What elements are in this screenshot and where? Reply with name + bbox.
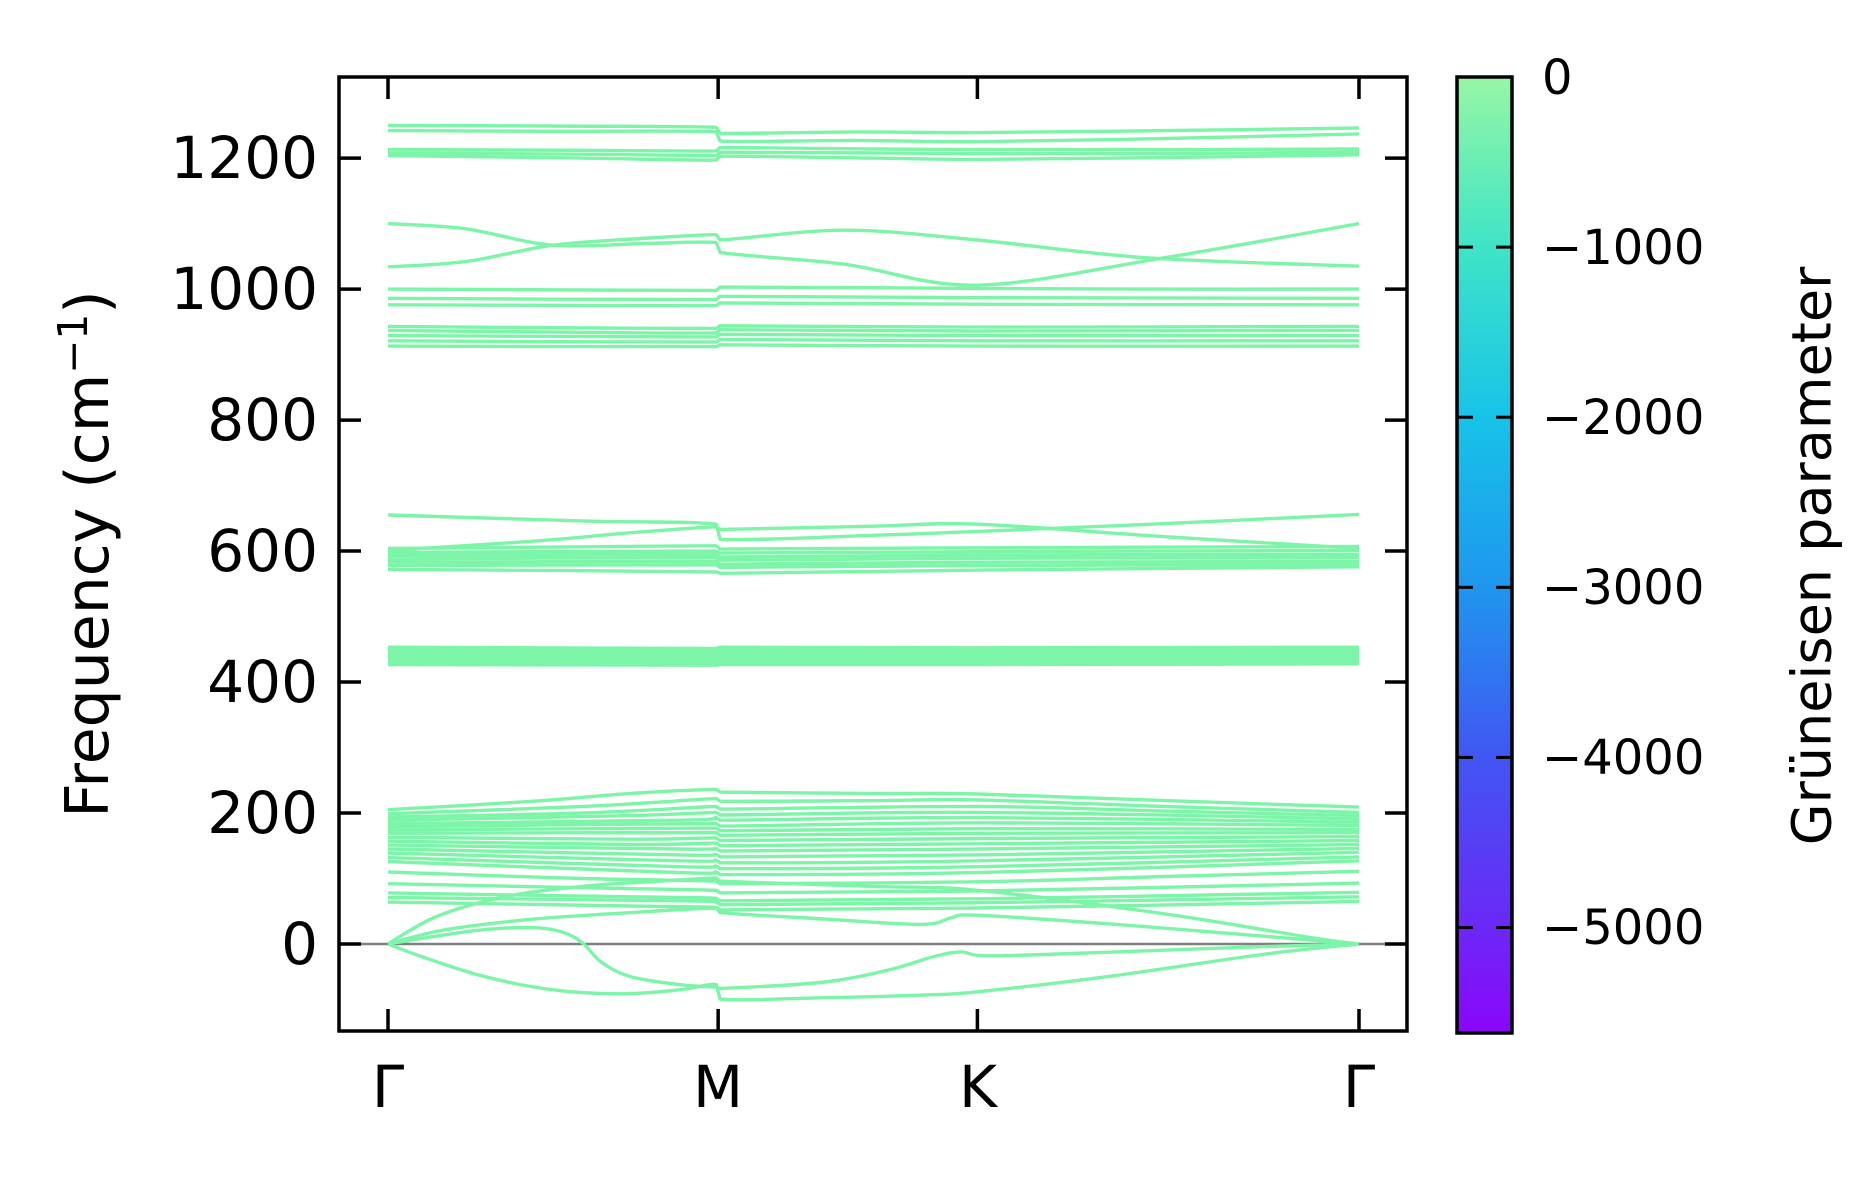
phonon-band-line xyxy=(387,787,1360,812)
y-tick-label: 0 xyxy=(281,910,318,978)
phonon-band-line xyxy=(387,645,1360,652)
phonon-band-line xyxy=(387,826,1360,833)
phonon-band-line xyxy=(387,123,1360,136)
phonon-band-line xyxy=(387,128,1360,144)
colorbar-tick-label: −3000 xyxy=(1542,560,1705,616)
x-tick-label-m: M xyxy=(692,1053,744,1121)
phonon-band-line xyxy=(387,830,1360,838)
phonon-band-line xyxy=(387,337,1360,344)
phonon-band-line xyxy=(387,327,1360,335)
phonon-band-line xyxy=(387,942,1360,1002)
y-tick-label: 400 xyxy=(207,648,318,716)
phonon-band-line xyxy=(387,544,1360,551)
phonon-band-line xyxy=(387,810,1360,822)
colorbar-ticks xyxy=(1457,75,1512,930)
phonon-band-line xyxy=(387,842,1360,853)
y-tick-label: 1200 xyxy=(170,124,318,192)
phonon-band-line xyxy=(387,899,1360,912)
phonon-band-line xyxy=(387,821,1360,829)
phonon-band-line xyxy=(387,846,1360,859)
phonon-bands xyxy=(387,123,1360,1002)
phonon-band-line xyxy=(387,228,1360,269)
phonon-band-line xyxy=(387,653,1360,660)
colorbar-tick-label: −2000 xyxy=(1542,390,1705,446)
phonon-band-line xyxy=(387,859,1360,877)
axis-ticks xyxy=(339,77,1407,1031)
phonon-band-line xyxy=(387,150,1360,158)
colorbar-tick-label: −5000 xyxy=(1542,900,1705,956)
phonon-band-line xyxy=(387,834,1360,843)
phonon-band-line xyxy=(387,855,1360,871)
phonon-band-line xyxy=(387,285,1360,293)
phonon-band-line xyxy=(387,559,1360,566)
colorbar-tick-label: 0 xyxy=(1542,50,1573,106)
colorbar-gradient xyxy=(1457,77,1512,1033)
phonon-band-line xyxy=(387,512,1360,542)
phonon-band-line xyxy=(387,324,1360,331)
phonon-band-line xyxy=(387,563,1360,570)
phonon-band-line xyxy=(387,869,1360,886)
phonon-band-line xyxy=(387,552,1360,559)
phonon-band-line xyxy=(387,895,1360,907)
phonon-band-line xyxy=(387,555,1360,562)
colorbar-tick-label: −1000 xyxy=(1542,220,1705,276)
phonon-band-line xyxy=(387,657,1360,664)
x-tick-label-gamma-right: Γ xyxy=(1342,1053,1376,1121)
y-tick-label: 1000 xyxy=(170,255,318,323)
phonon-band-line xyxy=(387,548,1360,555)
phonon-band-line xyxy=(387,521,1360,553)
colorbar-outline xyxy=(1455,75,1514,1035)
y-tick-label: 800 xyxy=(207,386,318,454)
phonon-band-line xyxy=(387,565,1360,575)
phonon-band-line xyxy=(387,876,1360,946)
phonon-band-line xyxy=(387,221,1360,287)
phonon-band-line xyxy=(387,153,1360,162)
y-axis-label-text: Frequency (cm xyxy=(53,373,123,818)
phonon-band-line xyxy=(387,804,1360,819)
phonon-band-line xyxy=(387,906,1360,946)
phonon-band-line xyxy=(387,294,1360,302)
phonon-band-line xyxy=(387,838,1360,848)
phonon-band-line xyxy=(387,660,1360,667)
y-tick-label: 200 xyxy=(207,779,318,847)
phonon-band-line xyxy=(387,301,1360,308)
phonon-band-line xyxy=(387,343,1360,349)
phonon-band-line xyxy=(387,850,1360,865)
axes-frame xyxy=(337,75,1409,1033)
colorbar-axis-label: Grüneisen parameter xyxy=(1780,266,1844,846)
y-axis-label: Frequency (cm−1) xyxy=(49,290,123,817)
phonon-band-line xyxy=(387,332,1360,339)
colorbar-tick-label: −4000 xyxy=(1542,730,1705,786)
phonon-band-line xyxy=(387,890,1360,903)
y-axis-label-superscript: −1 xyxy=(49,313,97,374)
phonon-band-line xyxy=(387,145,1360,153)
x-tick-label-k: K xyxy=(958,1053,998,1121)
y-tick-label: 600 xyxy=(207,517,318,585)
x-tick-label-gamma-left: Γ xyxy=(371,1053,405,1121)
phonon-band-line xyxy=(387,796,1360,816)
phonon-band-line xyxy=(387,881,1360,895)
phonon-band-line xyxy=(387,925,1360,991)
phonon-band-line xyxy=(387,815,1360,826)
phonon-band-line xyxy=(387,649,1360,656)
y-axis-label-close: ) xyxy=(53,290,123,314)
